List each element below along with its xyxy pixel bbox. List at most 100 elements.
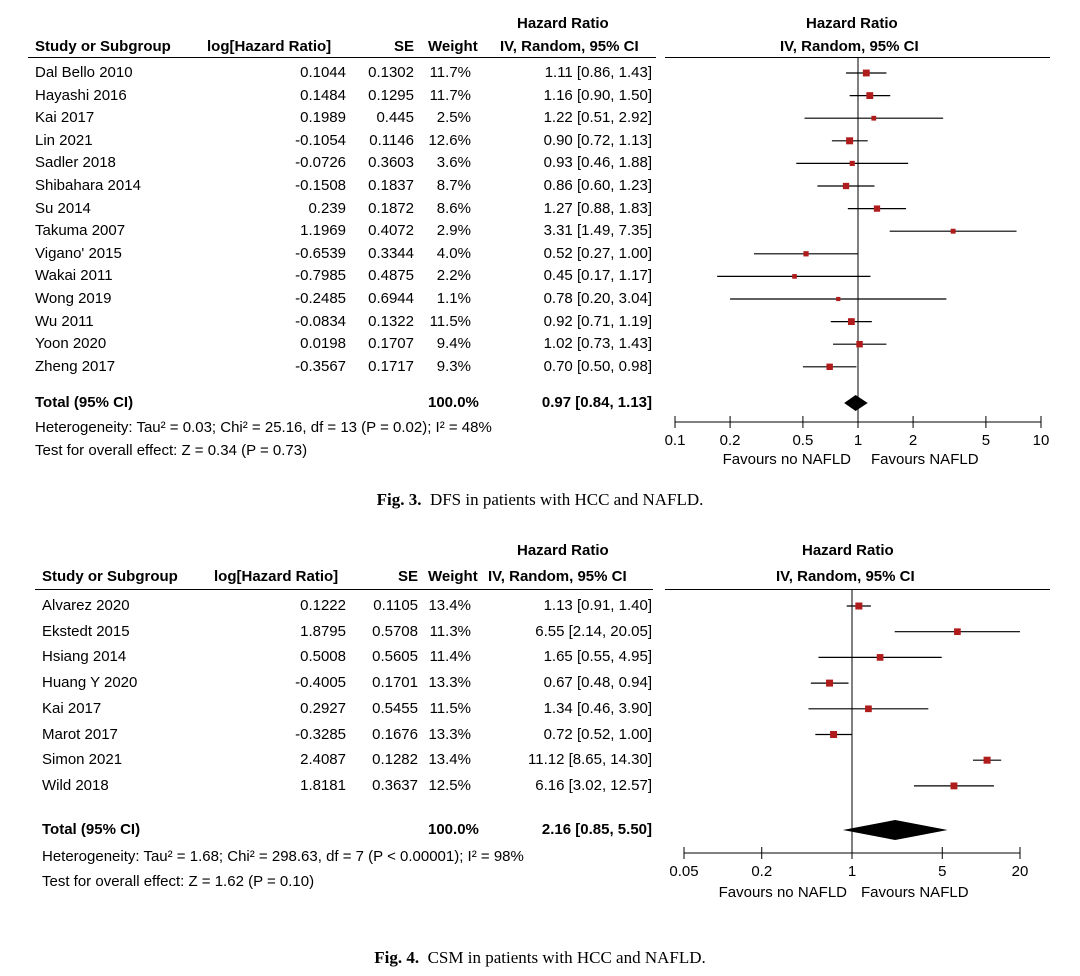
weight-value: 2.2% [436,267,471,285]
point-estimate [954,628,961,636]
point-estimate [846,137,854,145]
hr-ci-value: 0.67 [0.48, 0.94] [543,674,652,692]
weight-value: 13.4% [428,751,471,769]
se-value: 0.5455 [372,699,418,717]
study-name: Yoon 2020 [35,335,107,353]
study-name: Huang Y 2020 [42,674,138,692]
se-value: 0.3603 [368,154,414,172]
hr-ci-value: 1.65 [0.55, 4.95] [543,648,652,666]
hr-ci-value: 1.02 [0.73, 1.43] [543,335,652,353]
hr-ci-value: 6.16 [3.02, 12.57] [535,776,652,794]
x-tick-label: 5 [938,863,946,880]
point-estimate [830,731,838,738]
point-estimate [826,679,834,687]
log-hr-value: 0.1222 [300,597,346,614]
point-estimate [849,160,855,166]
point-estimate [950,228,956,234]
favours-right-label: Favours NAFLD [861,884,969,901]
pooled-diamond [842,820,948,840]
se-column-header: SE [397,568,418,585]
log-hr-value: 0.5008 [300,648,346,666]
point-estimate [876,654,884,661]
weight-value: 4.0% [436,244,471,262]
caption-text: CSM in patients with HCC and NAFLD. [427,948,706,967]
weight-value: 13.3% [428,725,471,743]
study-name: Marot 2017 [42,725,118,743]
se-value: 0.1707 [368,335,414,353]
overall-effect-text: Test for overall effect: Z = 0.34 (P = 0… [35,442,308,459]
weight-value: 9.3% [436,357,471,375]
weight-value: 9.4% [436,335,471,353]
study-name: Kai 2017 [35,109,95,127]
study-name: Hsiang 2014 [42,648,127,666]
header-rule [28,57,656,58]
weight-value: 2.9% [436,222,471,240]
study-name: Wild 2018 [42,776,109,794]
x-tick-label: 5 [982,432,990,449]
caption-label: Fig. 4. [374,948,420,967]
total-label: Total (95% CI) [35,394,134,411]
study-name: Zheng 2017 [35,357,116,375]
log-hr-value: 1.8795 [300,622,346,640]
se-value: 0.1676 [372,725,418,743]
weight-value: 11.3% [429,622,471,640]
x-tick-label: 0.2 [720,432,741,449]
se-value: 0.4072 [368,222,414,240]
weight-value: 8.7% [436,177,471,194]
favours-left-label: Favours no NAFLD [723,451,852,468]
weight-column-header: Weight [428,568,478,585]
study-name: Kai 2017 [42,699,102,717]
log-hr-value: -0.3285 [295,725,346,743]
study-name: Dal Bello 2010 [35,64,133,81]
weight-value: 12.6% [428,131,471,149]
study-name: Shibahara 2014 [35,177,141,194]
overall-effect-text: Test for overall effect: Z = 1.62 (P = 0… [42,873,315,890]
point-estimate [866,92,874,100]
weight-value: 11.5% [429,699,471,717]
se-value: 0.3344 [368,244,414,262]
se-value: 0.5605 [372,648,418,666]
log-hr-value: -0.1054 [295,131,346,149]
total-weight: 100.0% [428,821,479,838]
weight-value: 1.1% [436,290,471,307]
point-estimate [983,756,991,764]
hr-method-header: IV, Random, 95% CI [500,38,639,55]
study-name: Sadler 2018 [35,154,116,172]
study-name: Hayashi 2016 [35,86,127,104]
x-tick-label: 1 [848,863,856,880]
se-value: 0.1701 [372,674,418,692]
caption-text: DFS in patients with HCC and NAFLD. [429,490,704,509]
point-estimate [803,251,809,257]
pooled-diamond [844,395,868,411]
log-hr-value: 0.1044 [300,64,346,81]
log-hr-value: 0.239 [308,199,346,217]
weight-value: 11.5% [429,312,471,330]
hr-method-header: IV, Random, 95% CI [488,568,627,585]
x-tick-label: 20 [1012,863,1029,880]
hr-ci-value: 0.92 [0.71, 1.19] [543,312,652,330]
total-label: Total (95% CI) [42,821,141,838]
hr-ci-value: 6.55 [2.14, 20.05] [535,622,652,640]
se-value: 0.4875 [368,267,414,285]
forest-plot-dfs: Hazard Ratio Hazard Ratio Study or Subgr… [0,15,1080,510]
se-value: 0.1872 [368,199,414,217]
hr-group-header: Hazard Ratio [517,15,609,32]
header-rule [35,589,653,590]
se-value: 0.6944 [368,290,414,307]
caption-label: Fig. 3. [376,490,422,509]
hr-ci-value: 3.31 [1.49, 7.35] [543,222,652,240]
heterogeneity-text: Heterogeneity: Tau² = 1.68; Chi² = 298.6… [42,848,524,865]
se-value: 0.1105 [373,597,418,614]
log-hr-value: 1.1969 [300,222,346,240]
study-name: Lin 2021 [35,131,93,149]
log-hr-value: -0.0834 [295,312,346,330]
point-estimate [836,296,841,302]
se-value: 0.1322 [368,312,414,330]
point-estimate [871,115,877,121]
hr-ci-value: 1.22 [0.51, 2.92] [543,109,652,127]
plot-group-header: Hazard Ratio [802,542,894,559]
log-hr-value: 0.2927 [300,699,346,717]
figure-caption: Fig. 3. DFS in patients with HCC and NAF… [0,490,1080,510]
study-name: Vigano' 2015 [35,244,122,262]
weight-value: 13.3% [428,674,471,692]
